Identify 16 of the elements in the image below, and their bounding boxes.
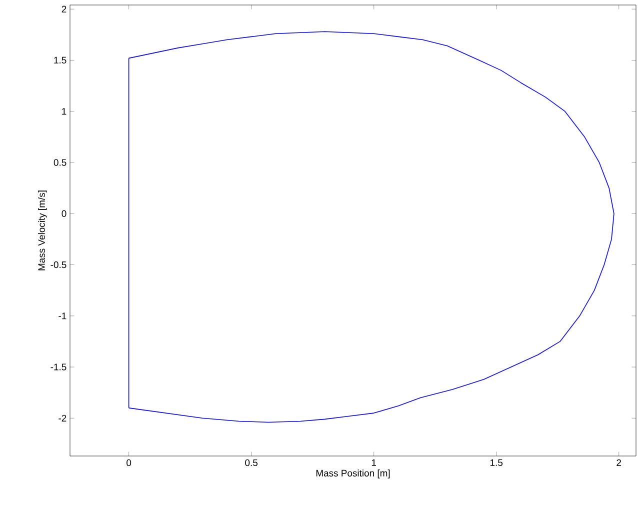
x-tick-label: 1 <box>372 459 376 466</box>
y-tick-label: -1.5 <box>50 364 66 370</box>
y-tick-label: 1.5 <box>54 56 66 64</box>
x-tick-label: 2 <box>616 459 622 466</box>
y-tick-label: 0 <box>62 210 66 217</box>
x-tick-label: 1.5 <box>490 459 503 466</box>
x-tick-label: 0 <box>126 459 132 466</box>
y-tick-label: -1 <box>58 312 66 320</box>
x-tick-label: 0.5 <box>245 459 258 466</box>
y-tick-label: 2 <box>62 6 66 12</box>
y-tick-label: -0.5 <box>50 261 66 268</box>
y-tick-label: 1 <box>62 108 66 115</box>
y-tick-label: 0.5 <box>54 159 66 166</box>
y-tick-label: -2 <box>58 414 66 422</box>
x-axis-title: Mass Position [m] <box>316 470 390 478</box>
y-axis-title: Mass Velocity [m/s] <box>38 190 47 270</box>
